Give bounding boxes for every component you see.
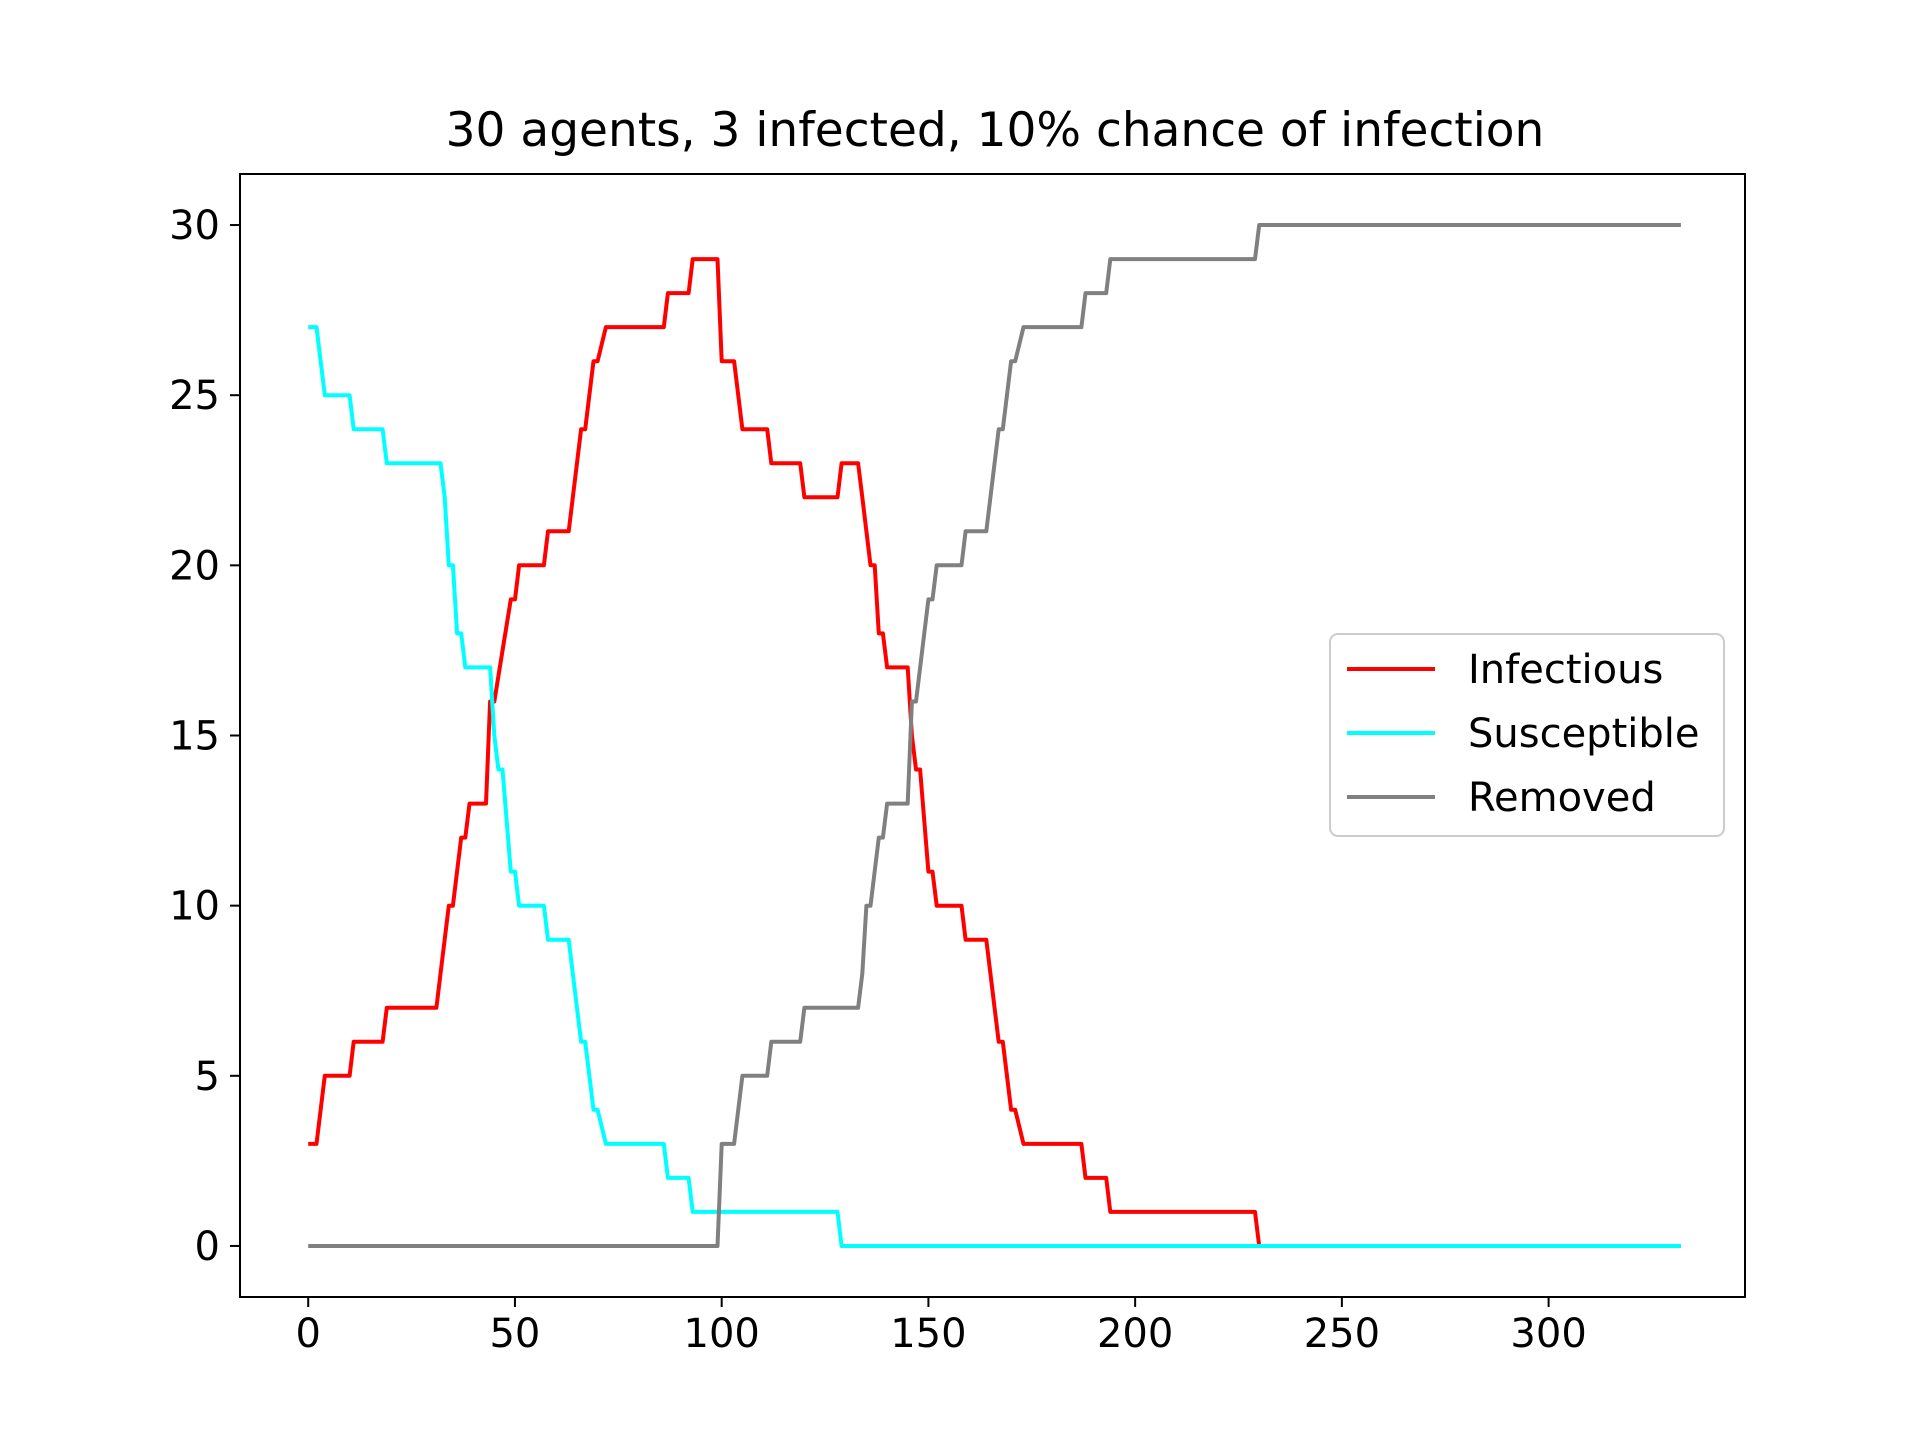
y-tick-label: 15 [169, 714, 220, 760]
x-axis: 0 50 100 150 200 250 300 [295, 1297, 1587, 1357]
y-tick-label: 0 [195, 1224, 220, 1270]
x-tick-label: 250 [1304, 1311, 1380, 1357]
x-tick-label: 300 [1510, 1311, 1586, 1357]
series-line-susceptible [308, 325, 1681, 1248]
legend-label-removed: Removed [1468, 775, 1656, 821]
legend-label-susceptible: Susceptible [1468, 711, 1699, 757]
y-tick-label: 5 [195, 1054, 220, 1100]
legend-label-infectious: Infectious [1468, 647, 1663, 693]
series-line-infectious [308, 257, 1681, 1248]
x-tick-label: 100 [684, 1311, 760, 1357]
x-tick-label: 0 [295, 1311, 320, 1357]
series-layer [308, 223, 1681, 1248]
y-tick-label: 10 [169, 884, 220, 930]
legend: Infectious Susceptible Removed [1329, 633, 1725, 837]
y-tick-label: 20 [169, 543, 220, 589]
x-tick-label: 50 [489, 1311, 540, 1357]
y-tick-label: 30 [169, 203, 220, 249]
chart-title: 30 agents, 3 infected, 10% chance of inf… [446, 103, 1545, 158]
y-axis: 0 5 10 15 20 25 30 [169, 203, 240, 1270]
legend-box [1329, 633, 1725, 837]
y-tick-label: 25 [169, 373, 220, 419]
series-line-removed [308, 223, 1681, 1248]
x-tick-label: 200 [1097, 1311, 1173, 1357]
x-tick-label: 150 [890, 1311, 966, 1357]
